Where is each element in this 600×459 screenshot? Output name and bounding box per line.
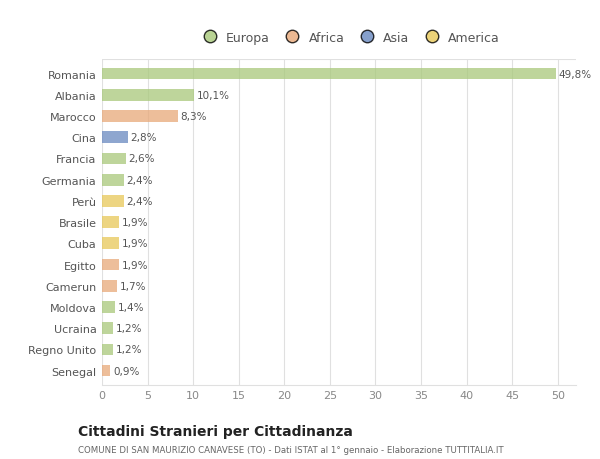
Bar [102, 132, 128, 144]
Bar [102, 111, 178, 123]
Text: 1,7%: 1,7% [120, 281, 147, 291]
Text: 2,8%: 2,8% [130, 133, 157, 143]
Text: 10,1%: 10,1% [197, 91, 230, 101]
Text: 1,2%: 1,2% [116, 345, 142, 354]
Bar [102, 323, 113, 334]
Bar [102, 153, 126, 165]
Text: 1,9%: 1,9% [122, 239, 149, 249]
Bar [102, 238, 119, 250]
Text: 0,9%: 0,9% [113, 366, 139, 376]
Bar [102, 344, 113, 355]
Text: 8,3%: 8,3% [181, 112, 207, 122]
Legend: Europa, Africa, Asia, America: Europa, Africa, Asia, America [192, 27, 505, 50]
Text: 1,9%: 1,9% [122, 260, 149, 270]
Bar [102, 302, 115, 313]
Bar [102, 174, 124, 186]
Bar [102, 259, 119, 271]
Text: 2,4%: 2,4% [127, 196, 153, 207]
Bar [102, 217, 119, 229]
Text: 1,2%: 1,2% [116, 324, 142, 333]
Text: 49,8%: 49,8% [559, 69, 592, 79]
Bar [102, 280, 118, 292]
Text: 1,9%: 1,9% [122, 218, 149, 228]
Bar [102, 365, 110, 376]
Bar [102, 196, 124, 207]
Text: 2,4%: 2,4% [127, 175, 153, 185]
Bar [102, 90, 194, 101]
Text: Cittadini Stranieri per Cittadinanza: Cittadini Stranieri per Cittadinanza [78, 425, 353, 438]
Text: COMUNE DI SAN MAURIZIO CANAVESE (TO) - Dati ISTAT al 1° gennaio - Elaborazione T: COMUNE DI SAN MAURIZIO CANAVESE (TO) - D… [78, 445, 503, 454]
Text: 2,6%: 2,6% [128, 154, 155, 164]
Text: 1,4%: 1,4% [118, 302, 144, 312]
Bar [102, 69, 556, 80]
